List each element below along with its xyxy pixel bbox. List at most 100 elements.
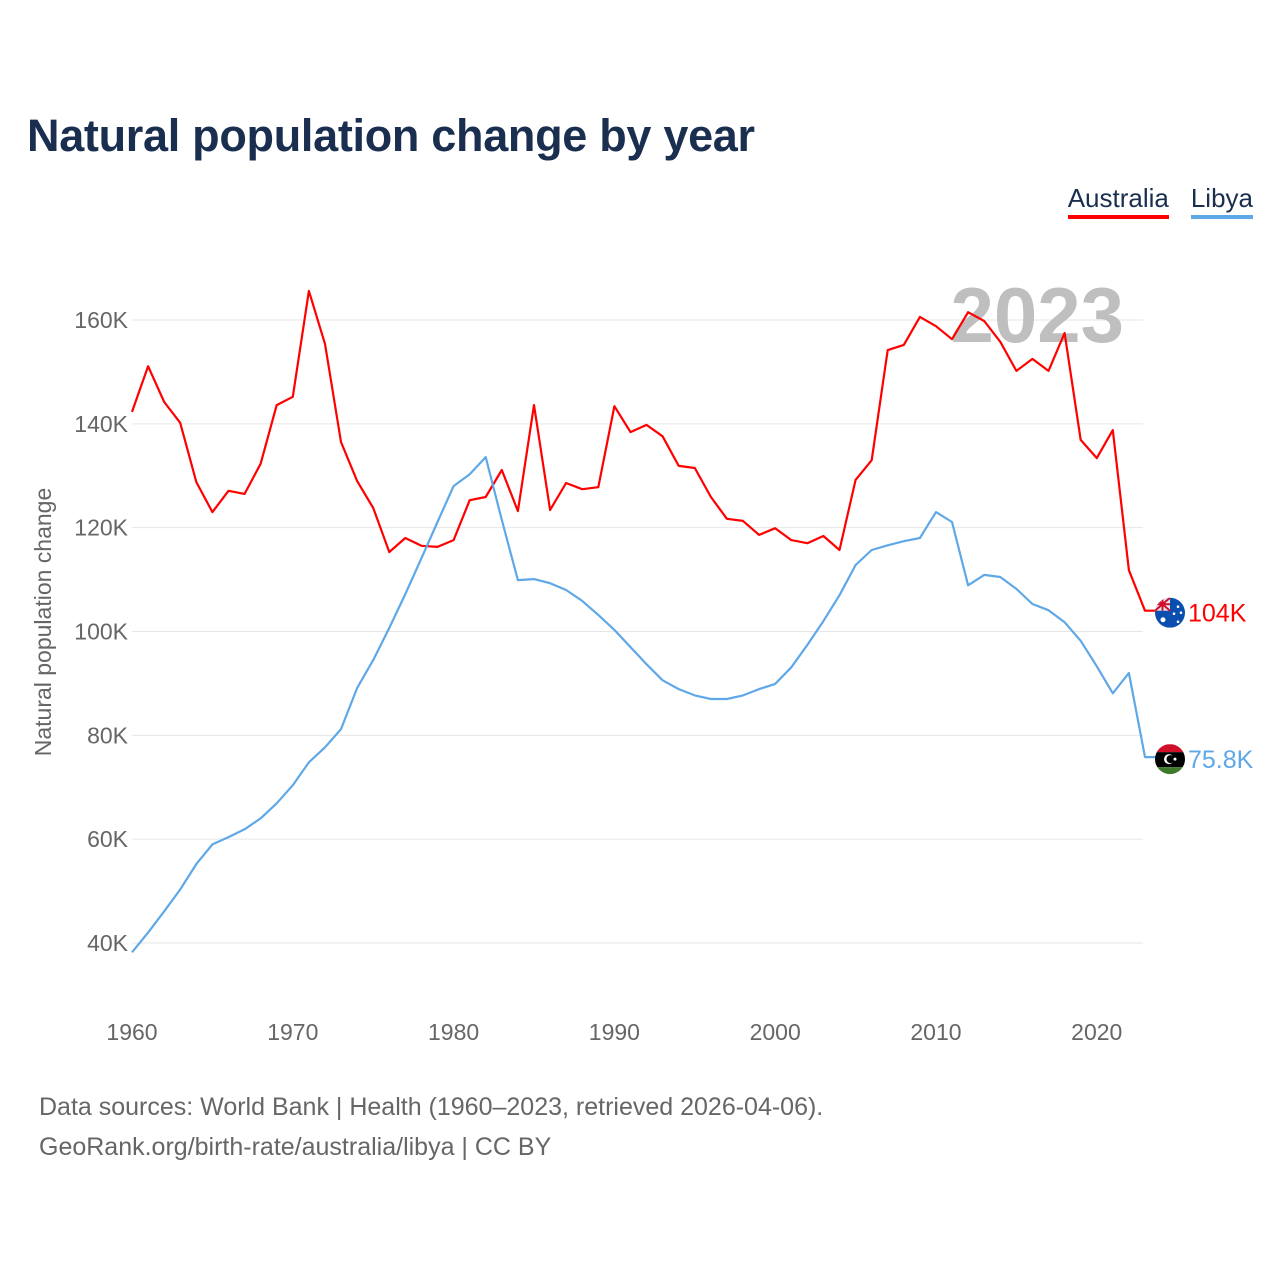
data-point-libya: [869, 547, 875, 553]
data-point-libya: [1046, 607, 1052, 613]
data-point-libya: [885, 542, 891, 548]
data-point-australia: [627, 429, 633, 435]
data-point-australia: [515, 508, 521, 514]
year-watermark: 2023: [950, 271, 1124, 359]
data-point-libya: [322, 744, 328, 750]
data-point-libya: [145, 930, 151, 936]
data-point-australia: [386, 549, 392, 555]
data-point-australia: [161, 399, 167, 405]
data-point-libya: [1142, 754, 1148, 760]
data-point-libya: [917, 535, 923, 541]
data-point-libya: [981, 572, 987, 578]
data-point-australia: [338, 439, 344, 445]
data-point-australia: [193, 479, 199, 485]
data-point-libya: [692, 692, 698, 698]
data-point-libya: [1062, 619, 1068, 625]
data-point-libya: [997, 574, 1003, 580]
data-point-australia: [579, 486, 585, 492]
x-tick-label: 2010: [910, 1019, 961, 1045]
y-tick-label: 140K: [74, 411, 128, 437]
data-point-libya: [209, 841, 215, 847]
data-point-libya: [1126, 670, 1132, 676]
data-point-libya: [225, 834, 231, 840]
data-point-libya: [483, 454, 489, 460]
data-point-australia: [885, 347, 891, 353]
data-point-libya: [836, 592, 842, 598]
data-point-libya: [354, 685, 360, 691]
data-point-australia: [418, 543, 424, 549]
data-point-libya: [402, 591, 408, 597]
libya-flag-icon: [1155, 744, 1185, 775]
data-point-libya: [853, 562, 859, 568]
legend-item-libya[interactable]: Libya: [1190, 183, 1253, 219]
data-point-libya: [740, 692, 746, 698]
data-point-libya: [193, 861, 199, 867]
data-point-australia: [820, 533, 826, 539]
x-tick-label: 2000: [750, 1019, 801, 1045]
legend: Australia Libya: [1067, 183, 1253, 219]
data-point-australia: [788, 537, 794, 543]
data-point-australia: [129, 409, 135, 415]
data-point-australia: [740, 518, 746, 524]
data-point-libya: [515, 577, 521, 583]
data-point-australia: [1094, 455, 1100, 461]
data-point-libya: [258, 815, 264, 821]
x-tick-label: 1990: [589, 1019, 640, 1045]
data-point-australia: [901, 342, 907, 348]
data-point-libya: [161, 908, 167, 914]
data-point-australia: [242, 491, 248, 497]
data-point-libya: [595, 612, 601, 618]
source-link[interactable]: GeoRank.org/birth-rate/australia/libya |…: [39, 1133, 552, 1161]
y-tick-label: 40K: [87, 930, 129, 956]
data-point-libya: [1094, 663, 1100, 669]
data-point-australia: [1046, 368, 1052, 374]
data-point-australia: [547, 507, 553, 513]
data-point-libya: [338, 726, 344, 732]
data-point-australia: [981, 318, 987, 324]
data-point-australia: [933, 323, 939, 329]
data-point-libya: [611, 627, 617, 633]
data-point-australia: [1078, 437, 1084, 443]
data-point-australia: [402, 535, 408, 541]
data-point-australia: [209, 509, 215, 515]
data-point-libya: [901, 538, 907, 544]
data-point-libya: [772, 681, 778, 687]
data-point-australia: [483, 494, 489, 500]
legend-item-australia[interactable]: Australia: [1067, 183, 1169, 219]
data-point-australia: [869, 457, 875, 463]
data-point-australia: [290, 394, 296, 400]
data-point-libya: [386, 625, 392, 631]
data-point-libya: [531, 576, 537, 582]
data-point-australia: [435, 544, 441, 550]
end-value-label-libya: 75.8K: [1188, 746, 1254, 774]
data-point-australia: [531, 402, 537, 408]
data-point-libya: [579, 598, 585, 604]
y-tick-label: 120K: [74, 515, 128, 541]
data-point-australia: [1110, 427, 1116, 433]
data-point-australia: [1142, 608, 1148, 614]
data-point-australia: [499, 467, 505, 473]
data-point-libya: [788, 664, 794, 670]
data-point-libya: [933, 509, 939, 515]
data-point-australia: [611, 403, 617, 409]
data-point-australia: [595, 484, 601, 490]
data-point-libya: [306, 759, 312, 765]
data-point-libya: [949, 519, 955, 525]
y-tick-label: 80K: [87, 722, 129, 748]
data-point-libya: [467, 471, 473, 477]
data-point-australia: [692, 465, 698, 471]
data-point-australia: [177, 420, 183, 426]
y-axis-label: Natural population change: [30, 488, 56, 757]
data-point-libya: [435, 519, 441, 525]
data-point-australia: [1062, 330, 1068, 336]
data-point-australia: [804, 540, 810, 546]
data-point-australia: [853, 477, 859, 483]
data-point-australia: [1029, 356, 1035, 362]
data-point-libya: [1110, 690, 1116, 696]
data-point-australia: [676, 463, 682, 469]
data-point-libya: [370, 657, 376, 663]
data-point-libya: [274, 800, 280, 806]
data-point-libya: [965, 582, 971, 588]
data-point-libya: [547, 580, 553, 586]
